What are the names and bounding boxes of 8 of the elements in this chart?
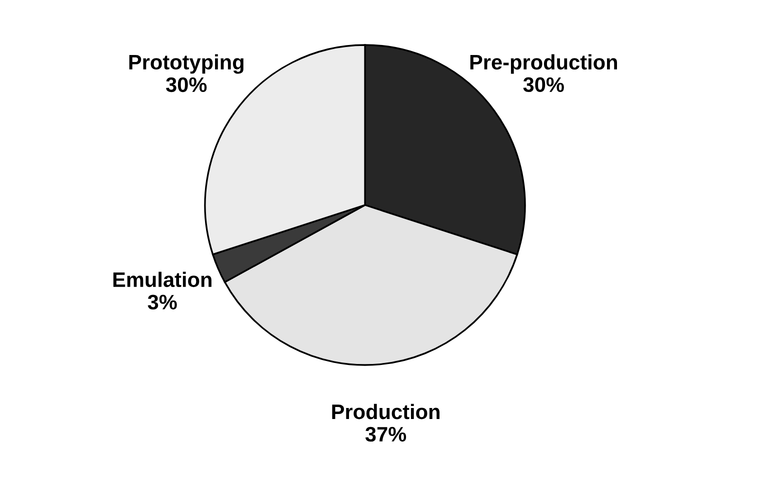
- slice-label: Prototyping: [129, 54, 244, 74]
- slice-label: Production: [332, 404, 440, 420]
- slice-label: Emulation: [113, 272, 212, 288]
- data-label: 30%: [166, 77, 207, 92]
- slice-label: Pre-production: [470, 54, 617, 74]
- data-label: 3%: [148, 294, 177, 310]
- data-label: 37%: [365, 426, 406, 442]
- data-label: 30%: [523, 77, 564, 92]
